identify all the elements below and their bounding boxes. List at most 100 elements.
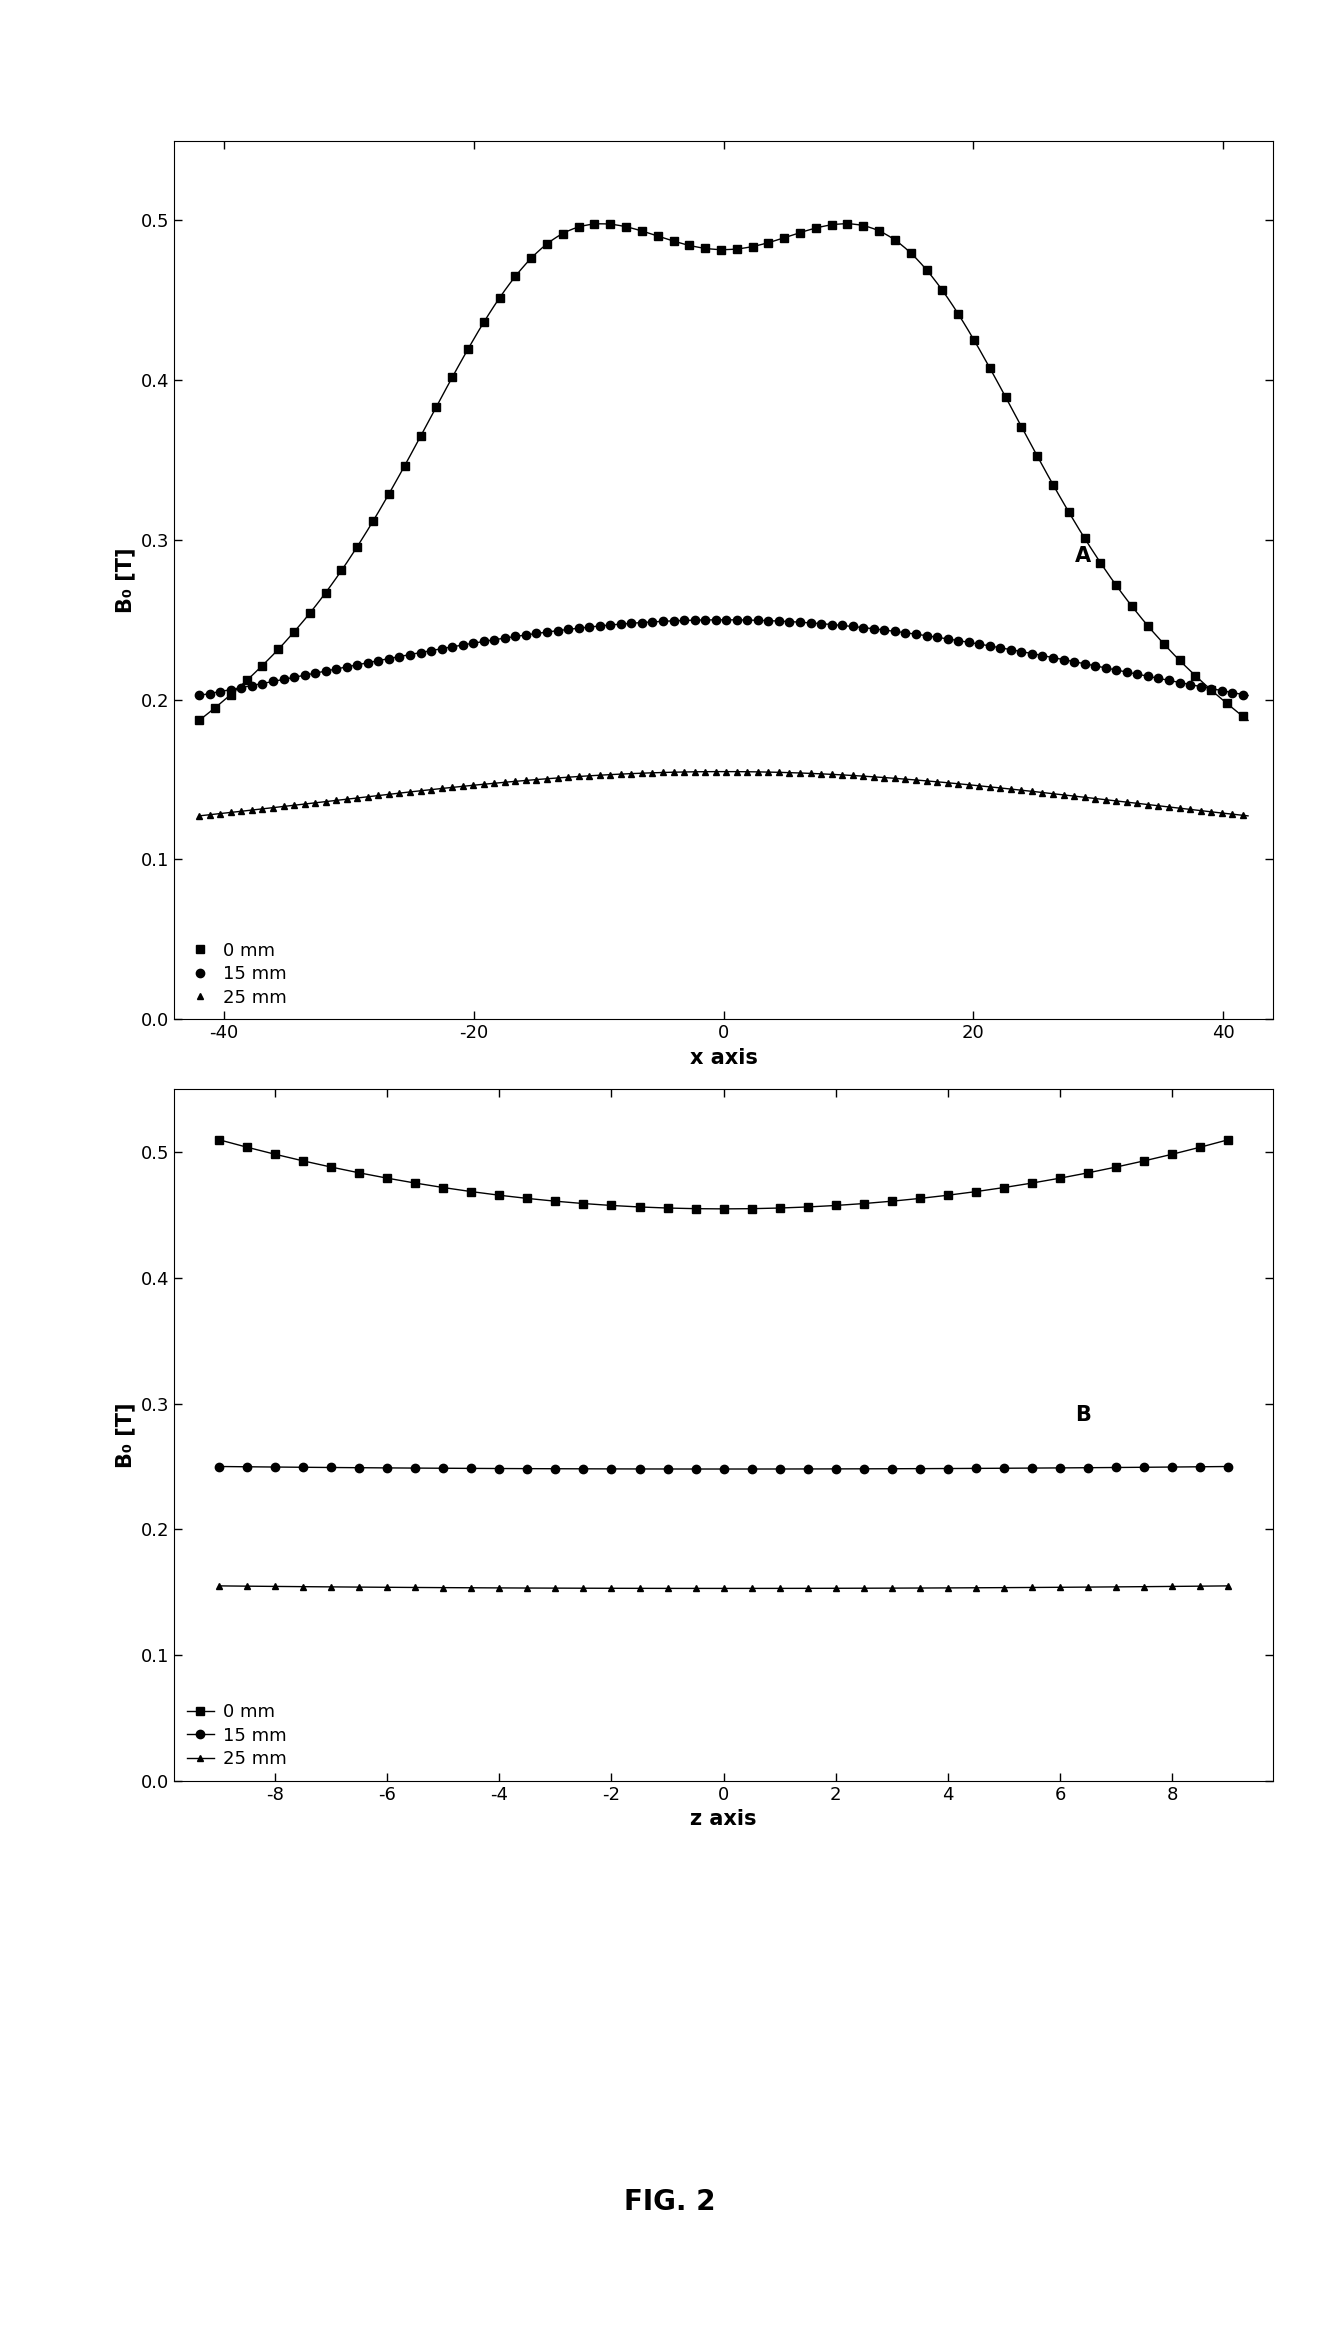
15 mm [492,1455,508,1483]
25 mm [239,1572,255,1600]
25 mm [464,1574,480,1603]
25 mm [1052,1572,1068,1600]
25 mm [192,801,208,829]
0 mm [351,1160,367,1188]
0 mm [939,1181,955,1209]
Line: 15 mm: 15 mm [196,616,1252,701]
0 mm [716,1195,732,1223]
15 mm [603,1455,619,1483]
15 mm [575,1455,591,1483]
0 mm [772,1195,788,1223]
15 mm [470,628,486,656]
25 mm [492,1574,508,1603]
Line: 0 mm: 0 mm [196,220,1252,724]
0 mm [436,1174,452,1202]
25 mm [744,1574,760,1603]
Legend: 0 mm, 15 mm, 25 mm: 0 mm, 15 mm, 25 mm [184,937,291,1010]
0 mm [659,1195,675,1223]
25 mm [687,1574,704,1603]
25 mm [911,1574,927,1603]
0 mm [603,1190,619,1218]
0 mm [884,1188,900,1216]
0 mm [1164,1141,1181,1169]
15 mm [828,1455,844,1483]
0 mm [1108,1153,1124,1181]
0 mm [744,1195,760,1223]
15 mm [351,1453,367,1481]
15 mm [233,672,249,701]
25 mm [659,1574,675,1603]
15 mm [1193,672,1209,701]
15 mm [323,1453,339,1481]
Text: FIG. 2: FIG. 2 [624,2188,716,2216]
15 mm [267,1453,283,1481]
0 mm [255,651,271,679]
15 mm [547,1455,563,1483]
15 mm [1155,665,1171,694]
15 mm [713,607,729,635]
X-axis label: x axis: x axis [690,1047,757,1068]
15 mm [210,1453,226,1481]
25 mm [210,1572,226,1600]
15 mm [295,1453,311,1481]
0 mm [1193,665,1209,694]
25 mm [772,1574,788,1603]
15 mm [464,1455,480,1483]
25 mm [407,1574,423,1603]
25 mm [255,794,271,822]
15 mm [192,682,208,710]
25 mm [1193,797,1209,825]
0 mm [386,471,402,499]
0 mm [911,1183,927,1211]
0 mm [856,1190,872,1218]
15 mm [379,1455,395,1483]
Line: 0 mm: 0 mm [214,1136,1233,1214]
0 mm [592,211,608,239]
15 mm [939,1455,955,1483]
0 mm [464,1179,480,1207]
0 mm [1193,1134,1209,1162]
Text: B: B [1075,1406,1091,1425]
25 mm [267,1572,283,1600]
25 mm [716,1574,732,1603]
15 mm [436,1455,452,1483]
25 mm [967,1574,984,1603]
25 mm [631,1574,647,1603]
15 mm [716,1455,732,1483]
25 mm [351,1572,367,1600]
25 mm [828,1574,844,1603]
Y-axis label: B₀ [T]: B₀ [T] [115,548,135,612]
15 mm [884,1455,900,1483]
0 mm [407,1169,423,1197]
Line: 25 mm: 25 mm [216,1582,1231,1591]
25 mm [939,1574,955,1603]
25 mm [996,1574,1012,1603]
25 mm [1080,1572,1096,1600]
25 mm [1221,1572,1237,1600]
0 mm [547,1188,563,1216]
15 mm [1024,1455,1040,1483]
25 mm [1155,792,1171,820]
0 mm [575,1190,591,1218]
15 mm [1240,682,1256,710]
15 mm [239,1453,255,1481]
0 mm [1240,705,1256,733]
25 mm [1108,1572,1124,1600]
0 mm [800,1193,816,1221]
25 mm [436,1574,452,1603]
15 mm [744,1455,760,1483]
25 mm [884,1574,900,1603]
0 mm [828,1190,844,1218]
15 mm [1164,1453,1181,1481]
Text: A: A [1075,546,1091,567]
25 mm [1164,1572,1181,1600]
25 mm [1024,1574,1040,1603]
25 mm [1136,1572,1152,1600]
15 mm [520,1455,536,1483]
25 mm [379,1572,395,1600]
15 mm [1052,1455,1068,1483]
0 mm [1136,1146,1152,1174]
0 mm [996,1174,1012,1202]
15 mm [386,644,402,672]
25 mm [856,1574,872,1603]
